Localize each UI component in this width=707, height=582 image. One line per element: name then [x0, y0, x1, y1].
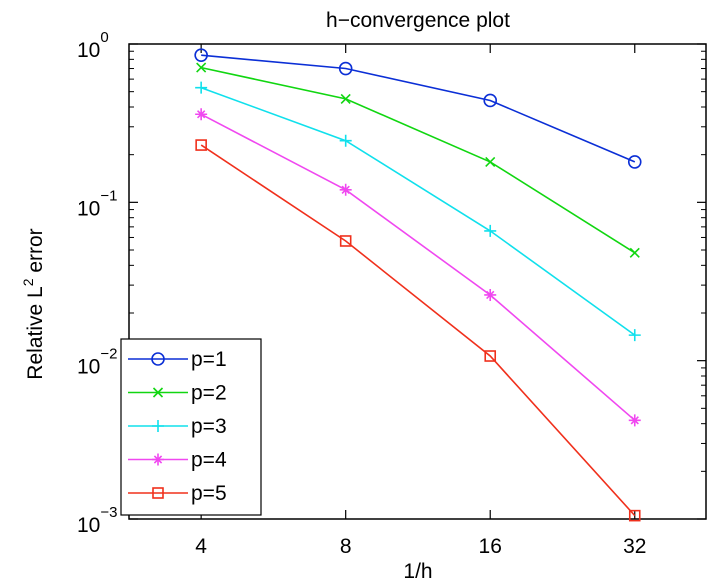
data-point: [484, 350, 497, 362]
legend-label: p=5: [191, 482, 227, 505]
data-point: [629, 247, 640, 258]
marker-square: [152, 487, 164, 499]
marker-plus: [484, 224, 497, 237]
y-tick-label-exponent: 0: [100, 29, 108, 46]
series-1: [194, 48, 642, 169]
legend-entry-1: p=1: [128, 348, 227, 371]
legend-entry-5: p=5: [128, 482, 227, 505]
data-point: [194, 48, 208, 62]
legend-marker: [151, 352, 165, 366]
y-axis-label-superscript: 2: [20, 278, 36, 286]
legend-box: [120, 338, 262, 516]
plot-area-frame: [128, 43, 707, 520]
series-line: [200, 144, 636, 517]
data-point: [196, 62, 207, 73]
y-tick-label: 10−2: [77, 346, 117, 379]
data-point: [195, 108, 208, 121]
y-tick-label-base: 10: [77, 39, 100, 62]
data-point: [627, 155, 642, 169]
data-point: [628, 329, 641, 342]
data-point: [628, 509, 641, 522]
series-line: [201, 66, 636, 254]
data-point: [628, 414, 641, 427]
marker-star: [339, 183, 352, 196]
y-tick-label-exponent: −2: [100, 346, 117, 363]
y-axis-label: Relative L2 error: [20, 228, 47, 379]
data-point: [338, 61, 353, 76]
y-tick-label-base: 10: [77, 356, 100, 379]
marker-x: [485, 156, 496, 167]
marker-star: [484, 288, 497, 301]
data-point: [195, 139, 207, 151]
marker-x: [340, 93, 351, 104]
data-point: [484, 224, 497, 237]
y-axis-label-suffix: error: [24, 228, 47, 278]
series-group: [194, 48, 642, 522]
marker-x: [152, 387, 164, 398]
legend-entry-3: p=3: [128, 415, 227, 438]
marker-star: [628, 414, 641, 427]
y-axis-label-main: Relative L: [24, 286, 47, 379]
legend-entry-4: p=4: [128, 449, 227, 472]
data-point: [195, 81, 208, 94]
legend-marker: [152, 420, 164, 432]
marker-star: [195, 108, 208, 121]
marker-plus: [628, 329, 641, 342]
y-tick-label: 100: [77, 29, 109, 62]
chart-title: h−convergence plot: [326, 9, 510, 32]
x-tick-label: 4: [195, 535, 207, 558]
marker-x: [196, 62, 207, 73]
series-3: [195, 81, 641, 342]
x-tick-label: 16: [479, 535, 502, 558]
series-5: [195, 139, 641, 522]
data-point: [485, 156, 496, 167]
data-point: [483, 93, 498, 108]
y-tick-label-exponent: −3: [100, 504, 117, 521]
y-tick-label-exponent: −1: [100, 187, 117, 204]
legend-marker: [152, 387, 164, 398]
legend-label: p=1: [191, 348, 227, 371]
series-4: [195, 108, 641, 427]
marker-square: [628, 509, 641, 522]
data-point: [339, 134, 352, 147]
y-tick-label: 10−1: [77, 187, 117, 220]
data-point: [340, 93, 351, 104]
legend-label: p=3: [191, 415, 227, 438]
x-tick-label: 8: [340, 535, 352, 558]
marker-square: [339, 235, 352, 247]
legend-label: p=4: [191, 449, 227, 472]
data-point: [339, 183, 352, 196]
marker-circle: [338, 61, 353, 76]
series-2: [196, 62, 640, 258]
series-line: [201, 54, 636, 163]
marker-square: [195, 139, 207, 151]
legend-label: p=2: [191, 382, 227, 405]
marker-circle: [194, 48, 208, 62]
marker-circle: [627, 155, 642, 169]
marker-square: [484, 350, 497, 362]
marker-circle: [151, 352, 165, 366]
series-line: [200, 113, 636, 421]
series-line: [200, 86, 636, 336]
y-tick-label: 10−3: [77, 504, 117, 537]
legend-marker: [152, 487, 164, 499]
marker-plus: [195, 81, 208, 94]
data-point: [484, 288, 497, 301]
data-point: [339, 235, 352, 247]
marker-circle: [483, 93, 498, 108]
y-tick-label-base: 10: [77, 197, 100, 220]
x-axis-label: 1/h: [403, 560, 432, 582]
legend-marker: [152, 453, 164, 466]
legend-entry-2: p=2: [128, 382, 227, 405]
marker-plus: [339, 134, 352, 147]
legend: p=1 p=2 p=3 p=4 p=5: [120, 338, 262, 516]
y-tick-label-base: 10: [77, 514, 100, 537]
x-tick-label: 32: [623, 535, 646, 558]
marker-star: [152, 453, 164, 466]
marker-x: [629, 247, 640, 258]
marker-plus: [152, 420, 164, 432]
